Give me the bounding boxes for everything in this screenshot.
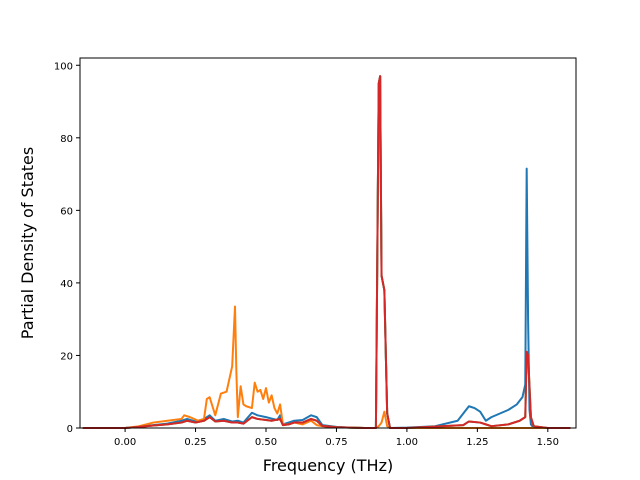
y-axis-label: Partial Density of States bbox=[18, 147, 37, 339]
y-tick-label: 0 bbox=[67, 424, 73, 435]
series-layer bbox=[82, 75, 571, 429]
x-axis-label: Frequency (THz) bbox=[263, 456, 393, 475]
x-tick-label: 1.00 bbox=[396, 437, 418, 448]
y-axis-ticks: 0 20 40 60 80 100 bbox=[54, 61, 80, 435]
plot-frame bbox=[79, 57, 577, 429]
series-line-2 bbox=[82, 305, 571, 429]
x-tick-label: 0.50 bbox=[255, 437, 277, 448]
y-tick-label: 60 bbox=[60, 206, 73, 217]
plot-area bbox=[80, 58, 576, 428]
x-tick-label: 1.50 bbox=[537, 437, 559, 448]
y-tick-label: 80 bbox=[60, 134, 73, 145]
y-tick-label: 40 bbox=[60, 279, 73, 290]
x-tick-label: 0.25 bbox=[184, 437, 206, 448]
x-tick-label: 1.25 bbox=[466, 437, 488, 448]
x-tick-label: 0.00 bbox=[114, 437, 136, 448]
x-tick-label: 0.75 bbox=[325, 437, 347, 448]
y-tick-label: 20 bbox=[60, 351, 73, 362]
x-axis-ticks: 0.00 0.25 0.50 0.75 1.00 1.25 1.50 bbox=[114, 428, 559, 448]
y-tick-label: 100 bbox=[54, 61, 73, 72]
series-line-4 bbox=[82, 75, 571, 429]
